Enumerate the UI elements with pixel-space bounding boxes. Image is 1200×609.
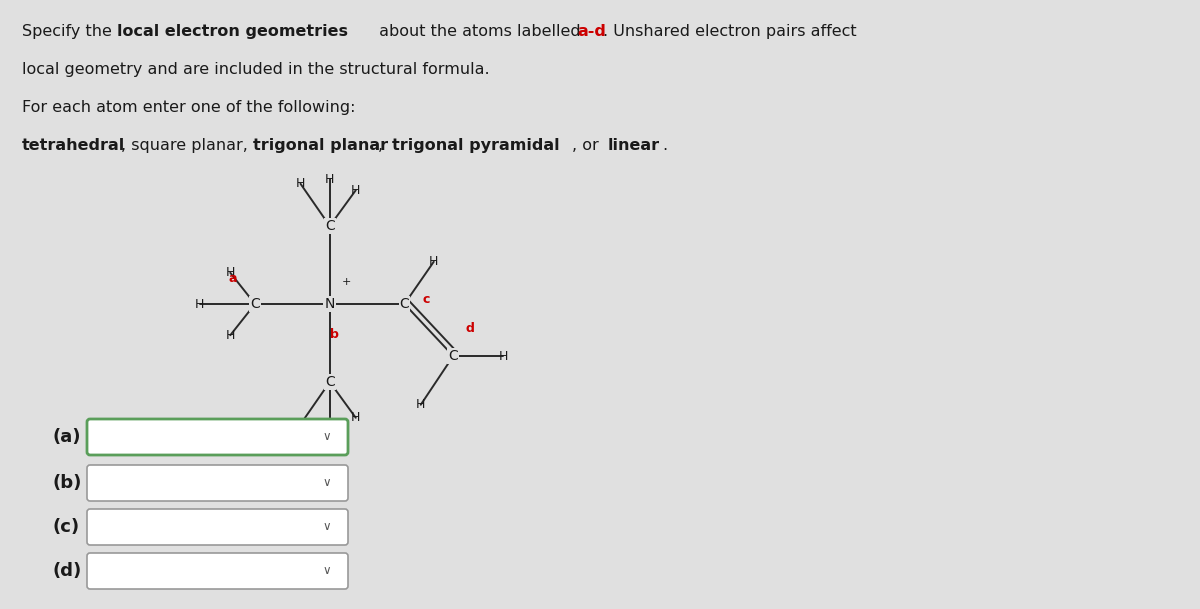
Text: H: H	[226, 266, 235, 280]
Text: +: +	[342, 277, 352, 287]
Text: (b): (b)	[52, 474, 82, 492]
Text: linear: linear	[608, 138, 660, 153]
Text: trigonal planar: trigonal planar	[253, 138, 388, 153]
Text: (a): (a)	[52, 428, 80, 446]
Text: H: H	[352, 184, 360, 197]
Text: H: H	[196, 298, 204, 311]
Text: For each atom enter one of the following:: For each atom enter one of the following…	[22, 100, 355, 115]
Text: trigonal pyramidal: trigonal pyramidal	[392, 138, 559, 153]
Text: H: H	[296, 177, 305, 190]
Text: H: H	[226, 329, 235, 342]
FancyBboxPatch shape	[88, 509, 348, 545]
Text: ∨: ∨	[323, 431, 331, 443]
Text: . Unshared electron pairs affect: . Unshared electron pairs affect	[602, 24, 857, 39]
Text: local geometry and are included in the structural formula.: local geometry and are included in the s…	[22, 62, 490, 77]
Text: , square planar,: , square planar,	[121, 138, 253, 153]
Text: local electron geometries: local electron geometries	[118, 24, 348, 39]
Text: N: N	[324, 297, 335, 311]
Text: d: d	[466, 322, 475, 334]
Text: ∨: ∨	[323, 565, 331, 577]
Text: (c): (c)	[52, 518, 79, 536]
Text: ∨: ∨	[323, 521, 331, 533]
FancyBboxPatch shape	[88, 465, 348, 501]
Text: H: H	[430, 255, 438, 268]
Text: H: H	[325, 422, 335, 435]
Text: a-d: a-d	[577, 24, 606, 39]
Text: about the atoms labelled: about the atoms labelled	[374, 24, 586, 39]
Text: ∨: ∨	[323, 476, 331, 490]
Text: H: H	[416, 398, 426, 411]
Text: H: H	[325, 173, 335, 186]
Text: C: C	[250, 297, 260, 311]
Text: C: C	[325, 219, 335, 233]
Text: (d): (d)	[52, 562, 82, 580]
FancyBboxPatch shape	[88, 553, 348, 589]
Text: C: C	[400, 297, 409, 311]
Text: c: c	[422, 292, 430, 306]
Text: , or: , or	[572, 138, 604, 153]
Text: C: C	[449, 349, 458, 363]
Text: H: H	[499, 350, 508, 362]
Text: b: b	[330, 328, 340, 342]
Text: tetrahedral: tetrahedral	[22, 138, 125, 153]
Text: Specify the: Specify the	[22, 24, 118, 39]
Text: .: .	[662, 138, 667, 153]
Text: ,: ,	[378, 138, 389, 153]
Text: H: H	[296, 418, 305, 431]
Text: H: H	[352, 411, 360, 424]
Text: a: a	[229, 272, 238, 284]
FancyBboxPatch shape	[88, 419, 348, 455]
Text: C: C	[325, 375, 335, 389]
